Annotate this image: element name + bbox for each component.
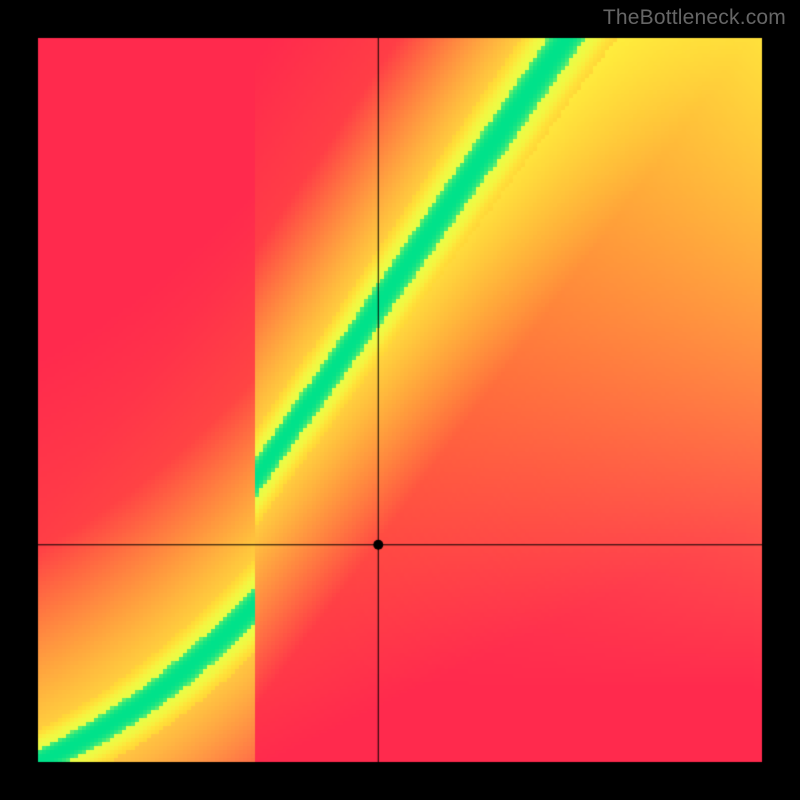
bottleneck-heatmap-canvas — [0, 0, 800, 800]
chart-container: TheBottleneck.com — [0, 0, 800, 800]
watermark-text: TheBottleneck.com — [603, 6, 786, 30]
